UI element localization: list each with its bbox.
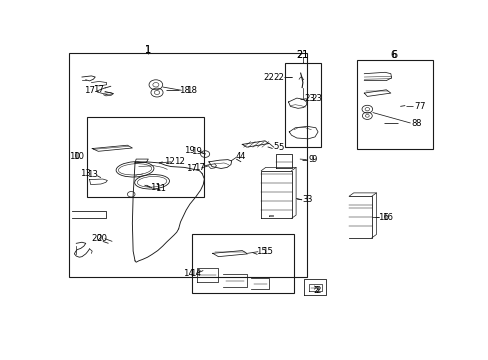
- Text: 17: 17: [84, 86, 95, 95]
- Text: 3: 3: [306, 195, 311, 204]
- Text: 13: 13: [80, 169, 90, 178]
- Text: 19: 19: [183, 146, 194, 155]
- Text: 11: 11: [155, 184, 166, 193]
- Text: 12: 12: [174, 157, 184, 166]
- Text: 16: 16: [378, 213, 389, 222]
- Text: 20: 20: [96, 234, 107, 243]
- Text: 5: 5: [273, 142, 278, 151]
- Text: 10: 10: [68, 152, 80, 161]
- Text: 9: 9: [311, 155, 316, 164]
- Text: 6: 6: [391, 50, 397, 60]
- Text: 10: 10: [73, 152, 84, 161]
- Text: 7: 7: [418, 102, 424, 111]
- Text: 2: 2: [312, 286, 318, 295]
- Text: 21: 21: [296, 50, 308, 60]
- Text: 8: 8: [415, 118, 420, 127]
- Text: 22: 22: [263, 73, 274, 82]
- Text: 11: 11: [149, 183, 160, 192]
- Text: 1: 1: [144, 45, 150, 55]
- Text: 21: 21: [296, 50, 308, 60]
- Text: 6: 6: [390, 50, 396, 60]
- Text: 12: 12: [163, 157, 174, 166]
- Text: 14: 14: [190, 269, 201, 278]
- Text: 9: 9: [308, 155, 313, 164]
- Text: 2: 2: [315, 286, 321, 295]
- Text: 1: 1: [144, 45, 150, 55]
- Text: 22: 22: [273, 73, 284, 82]
- Text: 8: 8: [411, 118, 416, 127]
- Text: 17: 17: [185, 164, 196, 173]
- Text: 5: 5: [277, 143, 283, 152]
- Text: 4: 4: [235, 152, 241, 161]
- Text: 14: 14: [183, 269, 193, 278]
- Bar: [68, 53, 307, 278]
- Text: 7: 7: [414, 102, 419, 111]
- Text: 23: 23: [304, 94, 315, 103]
- Text: 4: 4: [239, 152, 244, 161]
- Text: 18: 18: [179, 86, 189, 95]
- Text: 15: 15: [262, 247, 272, 256]
- Text: 17: 17: [93, 85, 103, 94]
- Bar: [356, 60, 432, 149]
- Text: 3: 3: [302, 195, 307, 204]
- Bar: [191, 234, 294, 293]
- Text: 23: 23: [311, 94, 322, 103]
- Text: 13: 13: [86, 170, 98, 179]
- Text: 15: 15: [255, 247, 266, 256]
- Text: 17: 17: [194, 163, 204, 172]
- Text: 20: 20: [91, 234, 102, 243]
- Text: 18: 18: [186, 86, 197, 95]
- Bar: [285, 63, 321, 147]
- Text: 16: 16: [382, 213, 393, 222]
- Bar: [87, 117, 204, 197]
- Text: 19: 19: [191, 147, 202, 156]
